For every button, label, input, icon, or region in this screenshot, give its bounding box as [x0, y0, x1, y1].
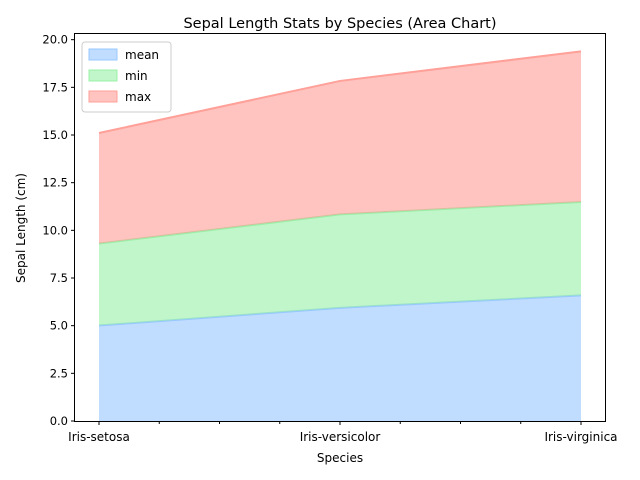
y-tick-label: 15.0 [42, 128, 68, 142]
legend-label-mean: mean [125, 48, 159, 62]
y-tick-label: 12.5 [42, 176, 68, 190]
x-axis-label: Species [317, 451, 363, 465]
x-axis: Iris-setosa Iris-versicolor Iris-virginica [68, 421, 618, 444]
y-tick-label: 10.0 [42, 223, 68, 237]
legend-label-min: min [125, 69, 148, 83]
y-axis-label: Sepal Length (cm) [14, 173, 28, 283]
area-layers [98, 50, 582, 421]
x-tick-label: Iris-setosa [68, 430, 130, 444]
legend-label-max: max [125, 90, 151, 104]
legend-swatch-mean [88, 48, 118, 61]
legend: mean min max [81, 41, 172, 113]
y-tick-label: 2.5 [50, 366, 68, 380]
area-min [99, 201, 581, 326]
area-max [99, 51, 581, 244]
y-tick-label: 0.0 [50, 414, 68, 428]
y-tick-label: 17.5 [42, 80, 68, 94]
legend-swatch-max [88, 90, 118, 103]
legend-swatch-min [88, 69, 118, 82]
x-tick-label: Iris-virginica [544, 430, 617, 444]
chart-title: Sepal Length Stats by Species (Area Char… [183, 16, 496, 32]
y-tick-label: 5.0 [50, 319, 68, 333]
y-tick-label: 7.5 [50, 271, 68, 285]
x-tick-label: Iris-versicolor [300, 430, 381, 444]
y-tick-label: 20.0 [42, 33, 68, 47]
y-axis: 0.0 2.5 5.0 7.5 10.0 12.5 15.0 17.5 20.0 [42, 33, 75, 428]
line-max [98, 50, 582, 134]
area-mean [99, 295, 581, 421]
